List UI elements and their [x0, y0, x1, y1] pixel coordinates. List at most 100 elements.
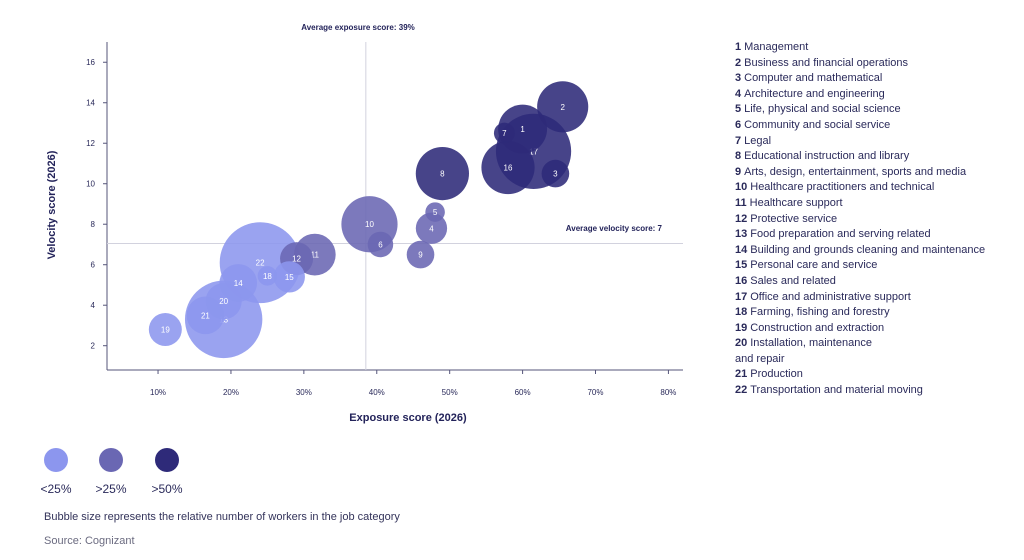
legend-item: 18 Farming, fishing and forestry: [735, 305, 985, 321]
legend-item-number: 15: [735, 259, 748, 272]
legend-item: 20 Installation, maintenance: [735, 336, 985, 352]
x-tick-label: 10%: [150, 388, 166, 397]
bubble-label: 12: [292, 255, 301, 264]
legend-item-number: 7: [735, 134, 742, 147]
bubble-5: [425, 202, 445, 222]
legend-item: 17 Office and administrative support: [735, 290, 985, 306]
legend-item-label: Food preparation and serving related: [750, 228, 931, 241]
bubble-6: [367, 231, 394, 258]
x-tick-label: 20%: [223, 388, 239, 397]
legend-item: 5 Life, physical and social science: [735, 102, 985, 118]
legend-item-number: 19: [735, 321, 748, 334]
legend-item: 11 Healthcare support: [735, 196, 985, 212]
legend-item: 14 Building and grounds cleaning and main…: [735, 243, 985, 259]
legend-item: 2 Business and financial operations: [735, 56, 985, 72]
legend-item-label: Management: [744, 41, 809, 53]
legend-item-label: Personal care and service: [750, 259, 878, 272]
legend-item-label: Building and grounds cleaning and mainte…: [750, 243, 986, 256]
bubble-label: 2: [560, 103, 565, 112]
y-tick-label: 10: [86, 180, 95, 189]
x-tick-label: 60%: [515, 388, 531, 397]
bubble-label: 9: [418, 251, 423, 260]
legend-item: 10 Healthcare practitioners and technical: [735, 180, 985, 196]
legend-item-label: and repair: [735, 352, 785, 365]
legend-item-label: Construction and extraction: [750, 321, 885, 334]
legend-item-number: 21: [735, 368, 748, 381]
legend-item: 9 Arts, design, entertainment, sports and…: [735, 165, 985, 181]
x-tick-label: 80%: [660, 388, 676, 397]
legend-item-label: Installation, maintenance: [750, 337, 872, 350]
legend-item-number: 22: [735, 384, 748, 397]
bubble-8: [415, 146, 469, 201]
legend-item: 12 Protective service: [735, 212, 985, 228]
size-key-lt25: <25%: [26, 448, 86, 496]
lt25-swatch-icon: [44, 448, 68, 472]
legend-item-label: Business and financial operations: [744, 56, 909, 69]
bubble-label: 8: [440, 170, 445, 179]
x-axis-title: Exposure score (2026): [349, 412, 467, 424]
avg-exposure-label: Average exposure score: 39%: [301, 23, 415, 32]
y-tick-label: 12: [86, 139, 95, 148]
legend-item-number: 10: [735, 181, 748, 194]
legend-item-number: 14: [735, 243, 748, 256]
legend-item-label: Protective service: [750, 212, 838, 225]
legend-item-number: 8: [735, 150, 742, 163]
legend-item-label: Life, physical and social science: [744, 103, 901, 116]
bubble-label: 14: [234, 279, 243, 288]
legend-item-label: Legal: [744, 134, 772, 147]
legend-item-number: 20: [735, 337, 748, 350]
x-tick-label: 40%: [369, 388, 385, 397]
source-note: Source: Cognizant: [44, 535, 135, 547]
bubble-label: 4: [429, 224, 434, 233]
avg-velocity-label: Average velocity score: 7: [566, 224, 663, 233]
bubble-label: 22: [256, 259, 265, 268]
bubble-label: 17: [529, 147, 538, 156]
legend-item: 19 Construction and extraction: [735, 321, 985, 337]
legend-item-number: 11: [735, 196, 747, 209]
legend-item-number: 4: [735, 87, 742, 100]
bubble-9: [406, 240, 435, 269]
bubble-label: 3: [553, 170, 558, 179]
bubble-label: 15: [285, 273, 294, 282]
legend-item: 8 Educational instruction and library: [735, 149, 985, 165]
legend-item-number: 9: [735, 165, 742, 178]
legend-item-label: Healthcare support: [749, 196, 843, 209]
bubble-label: 7: [502, 129, 507, 138]
legend-item-number: 1: [735, 41, 742, 53]
legend-item: 3 Computer and mathematical: [735, 71, 985, 87]
legend-item-label: Community and social service: [744, 118, 891, 131]
legend-item-number: 6: [735, 118, 742, 131]
size-key-label: >50%: [151, 482, 183, 496]
size-key-gt25: >25%: [81, 448, 141, 496]
y-axis-title: Velocity score (2026): [46, 150, 58, 259]
bubble-label: 5: [433, 208, 438, 217]
gt50-swatch-icon: [155, 448, 179, 472]
axes: [103, 42, 683, 374]
legend-item-label: Computer and mathematical: [744, 72, 883, 85]
legend-item: 21 Production: [735, 367, 985, 383]
legend-item-number: 12: [735, 212, 748, 225]
bubble-7: [493, 122, 515, 144]
legend-item: 15 Personal care and service: [735, 258, 985, 274]
legend-item-number: 3: [735, 72, 742, 85]
legend-item-label: Office and administrative support: [750, 290, 911, 303]
bubble-19: [148, 313, 182, 347]
bubble-label: 16: [504, 164, 513, 173]
legend-item: 16 Sales and related: [735, 274, 985, 290]
y-tick-label: 6: [91, 261, 96, 270]
legend-item-label: Educational instruction and library: [744, 150, 910, 163]
bubble-label: 19: [161, 326, 170, 335]
bubble-16: [481, 140, 535, 195]
legend-item-label: Sales and related: [750, 274, 836, 287]
bubble-label: 10: [365, 220, 374, 229]
y-tick-label: 14: [86, 99, 95, 108]
legend-item: 6 Community and social service: [735, 118, 985, 134]
legend-item-label: Arts, design, entertainment, sports and …: [744, 165, 967, 178]
bubble-label: 1: [520, 125, 525, 134]
bubble-label: 21: [201, 311, 210, 320]
size-key-label: >25%: [95, 482, 127, 496]
bubble-size-note: Bubble size represents the relative numb…: [44, 511, 400, 523]
bubble-2: [537, 81, 589, 133]
legend-item-number: 17: [735, 290, 748, 303]
